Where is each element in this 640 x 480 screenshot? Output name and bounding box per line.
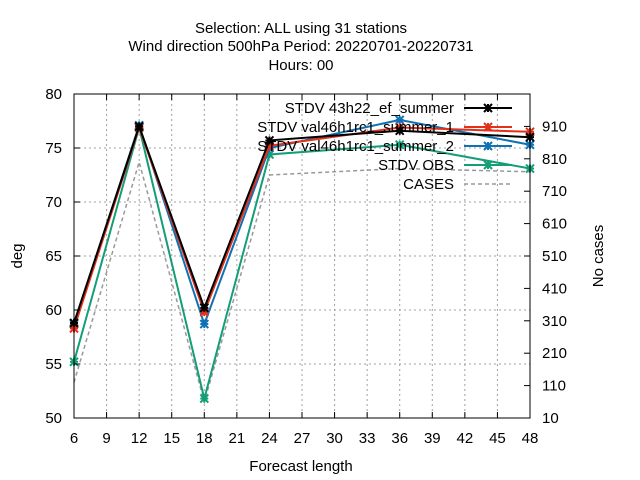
data-point-marker: [395, 126, 405, 136]
legend-label: STDV OBS: [378, 157, 454, 174]
y-tick-label: 75: [45, 140, 62, 157]
y-tick-label: 60: [45, 302, 62, 319]
x-tick-label: 27: [294, 430, 311, 447]
title-line-3: Hours: 00: [268, 57, 333, 74]
data-point-marker: [483, 103, 493, 113]
y-tick-label: 65: [45, 248, 62, 265]
data-point-marker: [483, 160, 493, 170]
y2-tick-label: 410: [542, 280, 567, 297]
x-axis-ticks: 6 9 12 15 18 21 24 27 30 33 36 39 42 45 48: [70, 94, 539, 447]
data-point-marker: [395, 140, 405, 150]
series-cases: [73, 159, 531, 405]
x-tick-label: 33: [359, 430, 376, 447]
y-tick-label: 80: [45, 86, 62, 103]
legend-item-stdv-val46h1rc1-summer-1: STDV val46h1rc1_summer_1: [257, 119, 512, 136]
legend-label: STDV val46h1rc1_summer_1: [257, 119, 454, 136]
x-tick-label: 18: [196, 430, 213, 447]
y2-tick-label: 510: [542, 248, 567, 265]
data-point-marker: [483, 141, 493, 151]
y2-tick-label: 10: [542, 410, 559, 427]
legend-item-stdv-obs: STDV OBS: [378, 157, 512, 174]
x-tick-label: 21: [229, 430, 246, 447]
x-tick-label: 30: [326, 430, 343, 447]
data-point-marker: [483, 122, 493, 132]
y2-tick-label: 310: [542, 313, 567, 330]
series-stdv-43h22-ef-summer: [69, 121, 535, 328]
y2-tick-label: 610: [542, 216, 567, 233]
legend-label: STDV 43h22_ef_summer: [285, 100, 454, 117]
series-line: [73, 159, 531, 405]
legend: STDV 43h22_ef_summer STDV val46h1rc1_summ…: [257, 100, 512, 193]
data-point-marker: [199, 303, 209, 313]
x-tick-label: 39: [424, 430, 441, 447]
x-tick-label: 24: [261, 430, 278, 447]
y2-tick-label: 810: [542, 151, 567, 168]
y2-tick-label: 210: [542, 345, 567, 362]
grid: [74, 94, 530, 418]
legend-item-stdv-43h22-ef-summer: STDV 43h22_ef_summer: [285, 100, 512, 117]
x-tick-label: 12: [131, 430, 148, 447]
x-axis-label: Forecast length: [249, 458, 352, 475]
series-lines: [69, 115, 535, 405]
y2-tick-label: 910: [542, 118, 567, 135]
y-tick-label: 55: [45, 356, 62, 373]
y-axis-label: deg: [9, 243, 26, 268]
series-line: [73, 123, 531, 399]
chart-title: Selection: ALL using 31 stations Wind di…: [128, 20, 473, 74]
data-point-marker: [264, 135, 275, 146]
data-point-marker: [134, 121, 144, 132]
title-line-1: Selection: ALL using 31 stations: [195, 20, 407, 37]
series-stdv-obs: [69, 122, 535, 404]
y2-tick-label: 110: [542, 378, 566, 395]
legend-item-cases: CASES: [403, 176, 512, 193]
y-tick-label: 70: [45, 194, 62, 211]
data-point-marker: [199, 319, 209, 329]
x-tick-label: 15: [163, 430, 180, 447]
y-tick-label: 50: [45, 410, 62, 427]
legend-label: CASES: [403, 176, 454, 193]
x-tick-label: 45: [489, 430, 506, 447]
x-tick-label: 36: [391, 430, 408, 447]
series-line: [73, 123, 531, 324]
y2-axis-ticks: 10 110 210 310 410 510 610 710 810 910: [524, 118, 567, 427]
title-line-2: Wind direction 500hPa Period: 20220701-2…: [128, 38, 473, 55]
data-point-marker: [395, 115, 405, 125]
data-point-marker: [199, 393, 209, 404]
x-tick-label: 9: [102, 430, 110, 447]
legend-item-stdv-val46h1rc1-summer-2: STDV val46h1rc1_summer_2: [257, 138, 512, 155]
series-line: [73, 124, 531, 329]
y2-tick-label: 710: [542, 183, 567, 200]
y-axis-ticks: 50 55 60 65 70 75 80: [45, 86, 80, 427]
x-tick-label: 6: [70, 430, 78, 447]
x-tick-label: 42: [457, 430, 474, 447]
legend-label: STDV val46h1rc1_summer_2: [257, 138, 454, 155]
y2-axis-label: No cases: [590, 225, 607, 288]
x-tick-label: 48: [522, 430, 539, 447]
